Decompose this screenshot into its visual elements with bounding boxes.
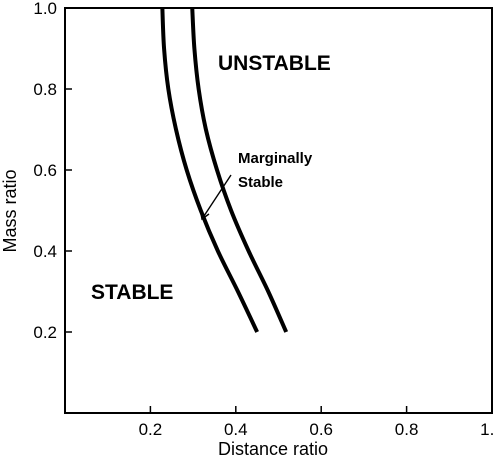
y-tick-label: 0.2 — [33, 323, 57, 342]
stable-region-label: STABLE — [91, 281, 173, 304]
x-tick-label: 0.2 — [139, 420, 163, 439]
y-tick-label: 0.4 — [33, 242, 57, 261]
marginal-label-line1: Marginally — [238, 150, 313, 167]
x-tick-label: 1.0 — [480, 420, 494, 439]
y-tick-label: 0.8 — [33, 80, 57, 99]
stability-boundary-left — [160, 7, 259, 333]
stability-boundary-right — [190, 7, 289, 333]
curves — [160, 7, 289, 333]
annotation-arrow — [201, 174, 232, 220]
unstable-region-label: UNSTABLE — [218, 52, 331, 75]
y-tick-label: 1.0 — [33, 0, 57, 18]
plot-frame — [64, 7, 493, 414]
x-tick-label: 0.8 — [395, 420, 419, 439]
x-tick-label: 0.6 — [309, 420, 333, 439]
ticks: 0.2 0.4 0.6 0.8 1.0 0.2 0.4 0.6 0.8 1.0 — [33, 0, 494, 439]
x-tick-label: 0.4 — [224, 420, 248, 439]
annotation-arrowhead — [199, 208, 210, 221]
y-tick-label: 0.6 — [33, 161, 57, 180]
marginal-label-line2: Stable — [238, 174, 283, 191]
y-axis-label: Mass ratio — [0, 169, 20, 252]
x-axis-label: Distance ratio — [218, 439, 328, 459]
